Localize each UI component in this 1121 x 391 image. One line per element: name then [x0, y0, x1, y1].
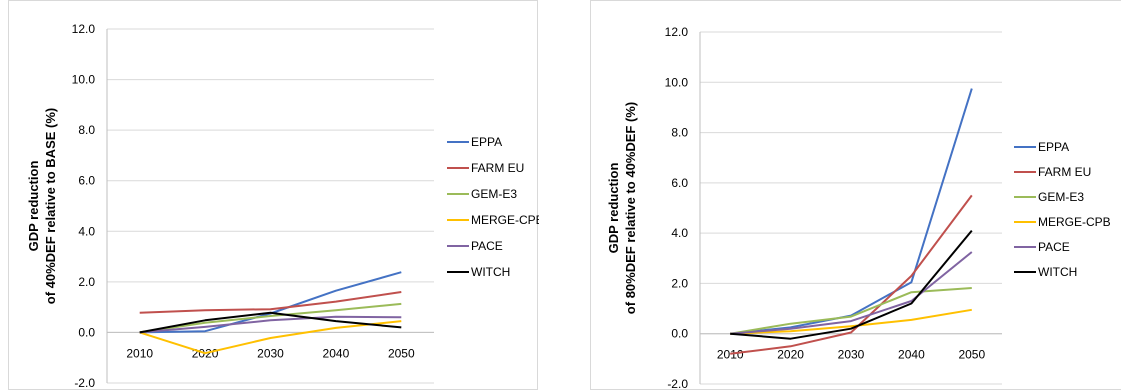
series-line-farm-eu — [730, 194, 973, 355]
y-tick-label: 2.0 — [78, 275, 95, 289]
legend-label: EPPA — [1038, 140, 1069, 154]
legend-label: GEM-E3 — [1038, 190, 1084, 204]
x-tick-label: 2020 — [777, 348, 804, 362]
legend-label: PACE — [471, 239, 503, 253]
x-tick-label: 2050 — [388, 346, 415, 360]
series-line-pace — [139, 315, 402, 334]
y-tick-label: -2.0 — [667, 377, 688, 391]
y-tick-label: 2.0 — [671, 276, 688, 290]
chart-panel-right: -2.0 0.0 2.0 4.0 6.0 8.0 10.0 12.0 2010 2020 2030 2… — [590, 0, 1121, 391]
legend-label: MERGE-CPB — [1038, 215, 1111, 229]
y-axis-title: of 40%DEF relative to BASE (%) — [43, 108, 58, 305]
chart-panel-left: -2.0 0.0 2.0 4.0 6.0 8.0 10.0 12.0 2010 2020 2030 2… — [8, 0, 539, 390]
legend-label: WITCH — [471, 265, 510, 279]
y-tick-label: 0.0 — [671, 327, 688, 341]
series-line-gem-e3 — [730, 287, 972, 335]
series-line-merge-cpb — [139, 320, 402, 355]
y-tick-label: 4.0 — [78, 224, 95, 238]
x-tick-label: 2040 — [323, 346, 350, 360]
y-axis-title: GDP reduction — [26, 161, 41, 252]
x-tick-label: 2040 — [898, 348, 925, 362]
y-tick-label: 8.0 — [671, 126, 688, 140]
legend-label: FARM EU — [471, 161, 524, 175]
series-line-witch — [139, 311, 402, 334]
series-line-witch — [730, 229, 973, 340]
x-tick-label: 2010 — [126, 346, 153, 360]
x-tick-label: 2030 — [257, 346, 284, 360]
x-tick-label: 2050 — [958, 348, 985, 362]
y-tick-label: 6.0 — [78, 174, 95, 188]
y-tick-label: 10.0 — [72, 73, 96, 87]
y-axis-title: of 80%DEF relative to 40%DEF (%) — [623, 102, 638, 314]
y-tick-label: 6.0 — [671, 176, 688, 190]
series-line-gem-e3 — [139, 302, 402, 334]
y-tick-label: 10.0 — [665, 75, 689, 89]
y-tick-label: 4.0 — [671, 226, 688, 240]
y-tick-label: -2.0 — [74, 376, 95, 390]
legend-label: FARM EU — [1038, 165, 1091, 179]
legend-label: MERGE-CPB — [471, 213, 539, 227]
y-tick-label: 12.0 — [665, 25, 689, 39]
series-line-merge-cpb — [730, 308, 972, 335]
series-line-farm-eu — [139, 291, 402, 314]
series-line-eppa — [730, 88, 973, 335]
legend-label: PACE — [1038, 240, 1070, 254]
y-axis-title: GDP reduction — [606, 163, 621, 254]
x-tick-label: 2030 — [838, 348, 865, 362]
legend-label: EPPA — [471, 135, 502, 149]
legend-label: GEM-E3 — [471, 187, 517, 201]
series-line-pace — [730, 251, 973, 335]
legend-label: WITCH — [1038, 265, 1077, 279]
y-tick-label: 8.0 — [78, 123, 95, 137]
y-tick-label: 0.0 — [78, 325, 95, 339]
y-tick-label: 12.0 — [72, 22, 96, 36]
